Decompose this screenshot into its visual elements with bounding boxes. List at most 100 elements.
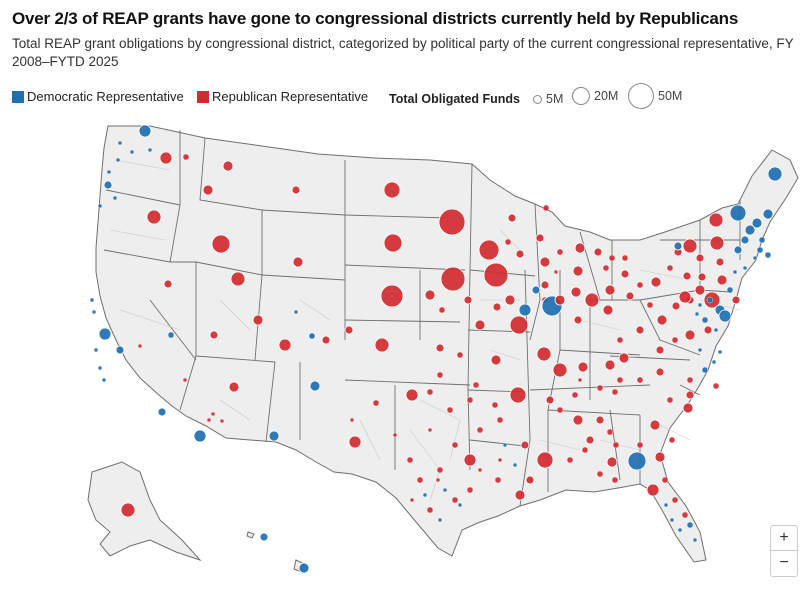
district-bubble-rep[interactable] (372, 399, 380, 407)
district-bubble-rep[interactable] (611, 476, 619, 484)
district-bubble-rep[interactable] (661, 476, 669, 484)
district-bubble-rep[interactable] (380, 284, 404, 308)
district-bubble-rep[interactable] (731, 295, 741, 305)
district-bubble-dem[interactable] (729, 204, 747, 222)
district-bubble-rep[interactable] (668, 436, 676, 444)
district-bubble-dem[interactable] (309, 380, 321, 392)
district-bubble-rep[interactable] (182, 377, 188, 383)
district-bubble-rep[interactable] (514, 489, 526, 501)
district-bubble-dem[interactable] (697, 347, 703, 353)
district-bubble-rep[interactable] (621, 254, 629, 262)
district-bubble-rep[interactable] (709, 235, 725, 251)
district-bubble-rep[interactable] (206, 417, 212, 423)
district-bubble-rep[interactable] (451, 441, 459, 449)
district-bubble-rep[interactable] (210, 411, 216, 417)
district-bubble-rep[interactable] (646, 483, 660, 497)
district-bubble-dem[interactable] (106, 169, 112, 175)
district-bubble-dem[interactable] (711, 359, 717, 365)
district-bubble-rep[interactable] (349, 417, 355, 423)
district-bubble-rep[interactable] (682, 271, 692, 281)
district-bubble-dem[interactable] (756, 246, 764, 254)
map-area[interactable] (0, 112, 812, 587)
district-bubble-rep[interactable] (612, 441, 620, 449)
district-bubble-rep[interactable] (566, 456, 574, 464)
district-bubble-dem[interactable] (706, 296, 714, 304)
district-bubble-rep[interactable] (504, 294, 516, 306)
district-bubble-rep[interactable] (671, 301, 681, 311)
district-bubble-dem[interactable] (740, 235, 750, 245)
district-bubble-rep[interactable] (497, 457, 503, 463)
district-bubble-dem[interactable] (686, 521, 694, 529)
district-bubble-rep[interactable] (477, 467, 483, 473)
district-bubble-rep[interactable] (625, 291, 635, 301)
district-bubble-rep[interactable] (451, 496, 459, 504)
district-bubble-rep[interactable] (291, 185, 301, 195)
district-bubble-rep[interactable] (682, 238, 698, 254)
district-bubble-dem[interactable] (457, 502, 463, 508)
district-bubble-rep[interactable] (650, 276, 662, 288)
district-bubble-rep[interactable] (682, 402, 694, 414)
district-bubble-rep[interactable] (211, 234, 231, 254)
district-bubble-dem[interactable] (744, 224, 756, 236)
district-bubble-rep[interactable] (654, 451, 666, 463)
district-bubble-rep[interactable] (585, 435, 595, 445)
district-bubble-rep[interactable] (694, 284, 706, 296)
district-bubble-rep[interactable] (416, 476, 424, 484)
district-bubble-rep[interactable] (666, 396, 674, 404)
district-bubble-dem[interactable] (531, 285, 541, 295)
district-bubble-rep[interactable] (581, 446, 589, 454)
district-bubble-rep[interactable] (572, 265, 584, 277)
district-bubble-dem[interactable] (713, 327, 719, 333)
district-bubble-rep[interactable] (525, 475, 535, 485)
district-bubble-dem[interactable] (692, 537, 698, 543)
district-bubble-rep[interactable] (494, 476, 502, 484)
district-bubble-rep[interactable] (406, 456, 414, 464)
district-bubble-dem[interactable] (697, 302, 703, 308)
district-bubble-rep[interactable] (491, 401, 499, 409)
district-bubble-dem[interactable] (764, 251, 772, 259)
district-bubble-rep[interactable] (649, 419, 661, 431)
district-bubble-dem[interactable] (293, 309, 299, 315)
district-bubble-rep[interactable] (606, 428, 614, 436)
district-bubble-rep[interactable] (182, 153, 190, 161)
district-bubble-rep[interactable] (545, 395, 555, 405)
district-bubble-rep[interactable] (427, 427, 433, 433)
district-bubble-rep[interactable] (703, 325, 713, 335)
district-bubble-rep[interactable] (681, 511, 689, 519)
district-bubble-rep[interactable] (478, 239, 500, 261)
district-bubble-dem[interactable] (717, 349, 723, 355)
district-bubble-rep[interactable] (636, 376, 644, 384)
district-bubble-rep[interactable] (492, 302, 502, 312)
district-bubble-rep[interactable] (466, 486, 474, 494)
district-bubble-rep[interactable] (509, 315, 529, 335)
district-bubble-rep[interactable] (618, 352, 630, 364)
district-bubble-rep[interactable] (490, 354, 502, 366)
district-bubble-dem[interactable] (298, 562, 310, 574)
district-bubble-rep[interactable] (616, 376, 624, 384)
district-bubble-rep[interactable] (554, 294, 566, 306)
district-bubble-rep[interactable] (606, 456, 618, 468)
district-bubble-rep[interactable] (435, 343, 445, 353)
district-bubble-rep[interactable] (552, 362, 568, 378)
district-bubble-rep[interactable] (392, 432, 398, 438)
district-bubble-rep[interactable] (278, 338, 292, 352)
district-bubble-rep[interactable] (383, 233, 403, 253)
district-bubble-rep[interactable] (571, 391, 579, 399)
district-bubble-rep[interactable] (426, 388, 434, 396)
district-bubble-dem[interactable] (726, 286, 734, 294)
district-bubble-rep[interactable] (446, 406, 454, 414)
district-bubble-rep[interactable] (436, 371, 444, 379)
district-bubble-rep[interactable] (202, 184, 214, 196)
district-bubble-dem[interactable] (758, 236, 766, 244)
zoom-in-button[interactable]: + (771, 526, 797, 551)
district-bubble-rep[interactable] (593, 247, 603, 257)
district-bubble-rep[interactable] (137, 343, 143, 349)
district-bubble-rep[interactable] (573, 315, 583, 325)
district-bubble-rep[interactable] (577, 361, 589, 373)
district-bubble-dem[interactable] (762, 208, 774, 220)
district-bubble-dem[interactable] (308, 332, 316, 340)
district-bubble-rep[interactable] (424, 289, 436, 301)
district-bubble-rep[interactable] (383, 181, 401, 199)
district-bubble-rep[interactable] (695, 253, 705, 263)
district-bubble-rep[interactable] (678, 290, 692, 304)
